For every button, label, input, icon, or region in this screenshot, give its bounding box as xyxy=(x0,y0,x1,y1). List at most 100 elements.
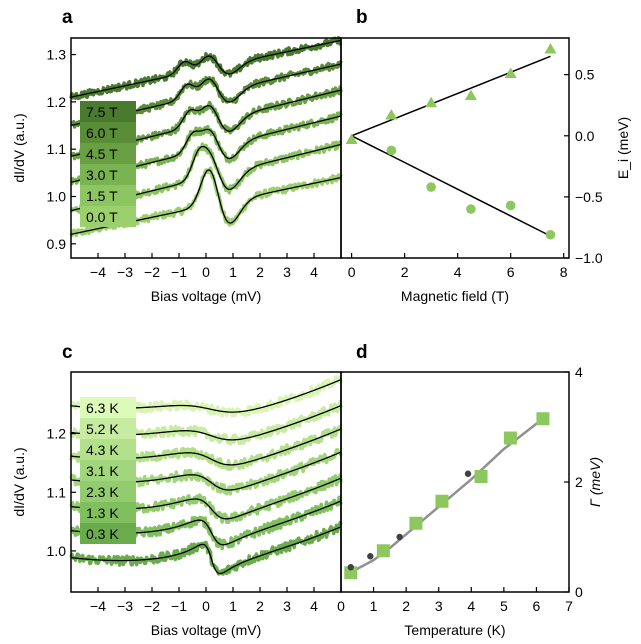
square-marker xyxy=(409,516,423,530)
legend-label-a: 6.0 T xyxy=(86,125,118,141)
square-marker xyxy=(344,566,358,580)
x-tick-label-b: 2 xyxy=(401,264,409,280)
dot-marker xyxy=(367,553,374,560)
x-tick-label-c: −3 xyxy=(117,598,133,614)
panel-letter-b: b xyxy=(356,7,368,28)
fit-line-03K xyxy=(70,526,342,575)
x-tick-label-c: 4 xyxy=(310,598,318,614)
legend-box-c xyxy=(80,481,136,502)
legend-label-c: 6.3 K xyxy=(86,400,119,416)
legend-box-c xyxy=(80,460,136,481)
legend-box-a xyxy=(80,101,136,122)
dot-marker xyxy=(347,564,354,571)
circle-marker xyxy=(466,204,476,214)
x-tick-label-a: −2 xyxy=(144,264,160,280)
circle-marker xyxy=(386,145,397,156)
y-tick-label-a: 1.0 xyxy=(47,188,67,204)
x-tick-label-d: 3 xyxy=(435,598,443,614)
x-tick-label-d: 6 xyxy=(533,598,541,614)
x-tick-label-b: 6 xyxy=(507,264,515,280)
triangle-marker xyxy=(385,109,398,120)
x-tick-label-c: 1 xyxy=(229,598,237,614)
triangle-marker xyxy=(464,89,477,100)
square-marker xyxy=(474,470,488,483)
circle-marker xyxy=(545,229,556,240)
panel-b-chart: 0 2 4 6 8 Magnetic field (T) −1.0 −0.5 0.0 0.5 E_i… xyxy=(340,37,631,304)
legend-label-a: 3.0 T xyxy=(86,167,118,183)
x-tick-label-d: 5 xyxy=(500,598,508,614)
legend-label-c: 5.2 K xyxy=(86,421,119,437)
plot-frame-b xyxy=(340,37,570,259)
data-line-75T xyxy=(69,36,343,101)
legend-box-c xyxy=(80,418,136,439)
legend-label-c: 0.3 K xyxy=(86,526,119,542)
panel-letter-c: c xyxy=(62,342,73,363)
fit-line-b-0 xyxy=(351,55,551,137)
y-axis-label-d: Γ (meV) xyxy=(587,457,603,507)
y-tick-label-b: 0.5 xyxy=(575,67,595,83)
x-tick-label-a: 3 xyxy=(283,264,291,280)
panel-a-chart: 7.5 T 6.0 T 4.5 T 3.0 T 1.5 T 0.0 T −4 −3 −2 −1 0 1… xyxy=(11,36,343,304)
square-marker xyxy=(536,412,550,426)
dot-marker xyxy=(396,533,403,541)
x-tick-label-b: 0 xyxy=(348,264,356,280)
x-tick-label-a: 1 xyxy=(229,264,237,280)
x-tick-label-a: 4 xyxy=(310,264,318,280)
x-axis-label-b: Magnetic field (T) xyxy=(401,288,509,304)
square-marker xyxy=(435,494,449,508)
panel-d-chart: 0 1 2 3 4 5 6 7 Temperature (K) 0 2 4 Γ (meV) xyxy=(337,364,603,638)
x-axis-label-d: Temperature (K) xyxy=(404,622,505,638)
triangle-marker xyxy=(345,133,358,144)
fit-line-b-1 xyxy=(351,135,551,237)
square-marker xyxy=(376,544,390,558)
x-tick-label-c: 2 xyxy=(256,598,264,614)
fit-line-75T xyxy=(70,39,342,98)
x-tick-label-c: −2 xyxy=(144,598,160,614)
y-tick-label-b: −0.5 xyxy=(575,189,603,205)
y-tick-label-d: 4 xyxy=(575,364,583,380)
legend-box-a xyxy=(80,143,136,164)
y-tick-label-c: 1.1 xyxy=(47,484,67,500)
x-tick-label-d: 7 xyxy=(565,598,573,614)
legend-box-c xyxy=(80,439,136,460)
x-tick-label-b: 8 xyxy=(560,264,568,280)
data-line-03K xyxy=(69,520,343,576)
panel-c-chart: 6.3 K5.2 K4.3 K3.1 K2.3 K1.3 K0.3 K−4 −3−… xyxy=(11,371,343,638)
x-tick-label-d: 1 xyxy=(370,598,378,614)
triangle-marker xyxy=(544,43,557,54)
x-tick-label-d: 2 xyxy=(402,598,410,614)
y-tick-label-a: 1.3 xyxy=(47,47,67,63)
x-axis-label-c: Bias voltage (mV) xyxy=(151,622,261,638)
legend-box-a xyxy=(80,122,136,143)
legend-box-c xyxy=(80,397,136,418)
legend-label-a: 7.5 T xyxy=(86,104,118,120)
x-axis-label-a: Bias voltage (mV) xyxy=(151,288,261,304)
x-tick-label-c: 0 xyxy=(202,598,210,614)
x-tick-label-d: 0 xyxy=(337,598,345,614)
square-marker xyxy=(503,431,517,445)
fit-line-d xyxy=(347,417,544,574)
legend-box-a xyxy=(80,185,136,206)
panel-letter-a: a xyxy=(62,7,73,28)
x-tick-label-c: −4 xyxy=(90,598,106,614)
legend-label-a: 0.0 T xyxy=(86,209,118,225)
y-tick-label-b: −1.0 xyxy=(575,250,603,266)
y-axis-label-a: dI/dV (a.u.) xyxy=(11,113,27,182)
y-axis-label-c: dI/dV (a.u.) xyxy=(11,447,27,516)
y-tick-label-a: 0.9 xyxy=(47,236,67,252)
y-tick-label-d: 0 xyxy=(575,584,583,600)
triangle-marker xyxy=(504,67,517,78)
panel-letter-d: d xyxy=(356,342,368,363)
legend-box-a xyxy=(80,206,136,227)
y-axis-label-b: E_i (meV) xyxy=(615,117,631,179)
y-tick-label-a: 1.2 xyxy=(47,94,67,110)
legend-label-c: 3.1 K xyxy=(86,463,119,479)
x-tick-label-a: −1 xyxy=(171,264,187,280)
legend-box-a xyxy=(80,164,136,185)
x-tick-label-c: 3 xyxy=(283,598,291,614)
legend-label-a: 1.5 T xyxy=(86,188,118,204)
y-tick-label-c: 1.2 xyxy=(47,426,67,442)
x-tick-label-d: 4 xyxy=(467,598,475,614)
x-tick-label-a: 2 xyxy=(256,264,264,280)
